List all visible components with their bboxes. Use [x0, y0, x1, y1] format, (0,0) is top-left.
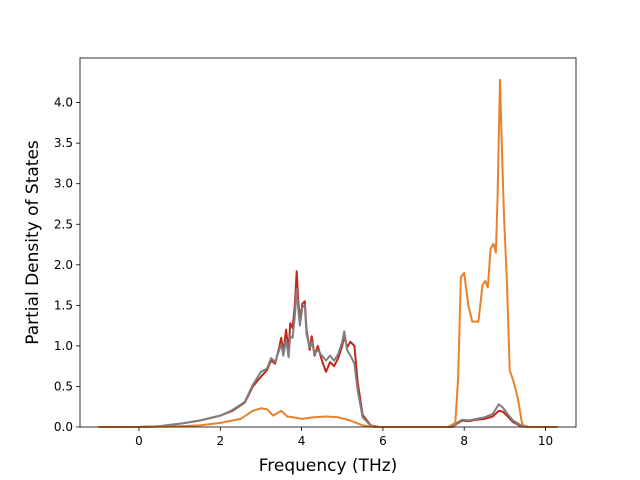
series-layer	[98, 78, 558, 428]
series-line-1	[98, 270, 558, 428]
plot-area-frame	[79, 57, 577, 428]
y-tick-label: 3.0	[54, 177, 73, 191]
x-axis-title: Frequency (THz)	[259, 456, 398, 476]
x-axis-ticks: 0 2 4 6 8 10	[135, 427, 553, 448]
y-tick-label: 2.0	[54, 258, 73, 272]
series-line-2	[98, 288, 558, 428]
x-tick-label: 4	[298, 434, 306, 448]
y-tick-label: 0.5	[54, 379, 73, 393]
y-tick-label: 0.0	[54, 420, 73, 434]
y-tick-label: 4.0	[54, 96, 73, 110]
y-tick-label: 1.0	[54, 339, 73, 353]
x-tick-label: 2	[216, 434, 224, 448]
y-tick-label: 2.5	[54, 217, 73, 231]
y-tick-label: 3.5	[54, 136, 73, 150]
x-tick-label: 0	[135, 434, 143, 448]
series-line-3	[98, 78, 558, 428]
x-tick-label: 8	[460, 434, 468, 448]
y-axis-title: Partial Density of States	[23, 140, 43, 345]
x-tick-label: 10	[538, 434, 553, 448]
y-tick-label: 1.5	[54, 298, 73, 312]
x-tick-label: 6	[379, 434, 387, 448]
y-axis-ticks: 0.0 0.5 1.0 1.5 2.0 2.5 3.0 3.5 4.0	[54, 96, 80, 434]
